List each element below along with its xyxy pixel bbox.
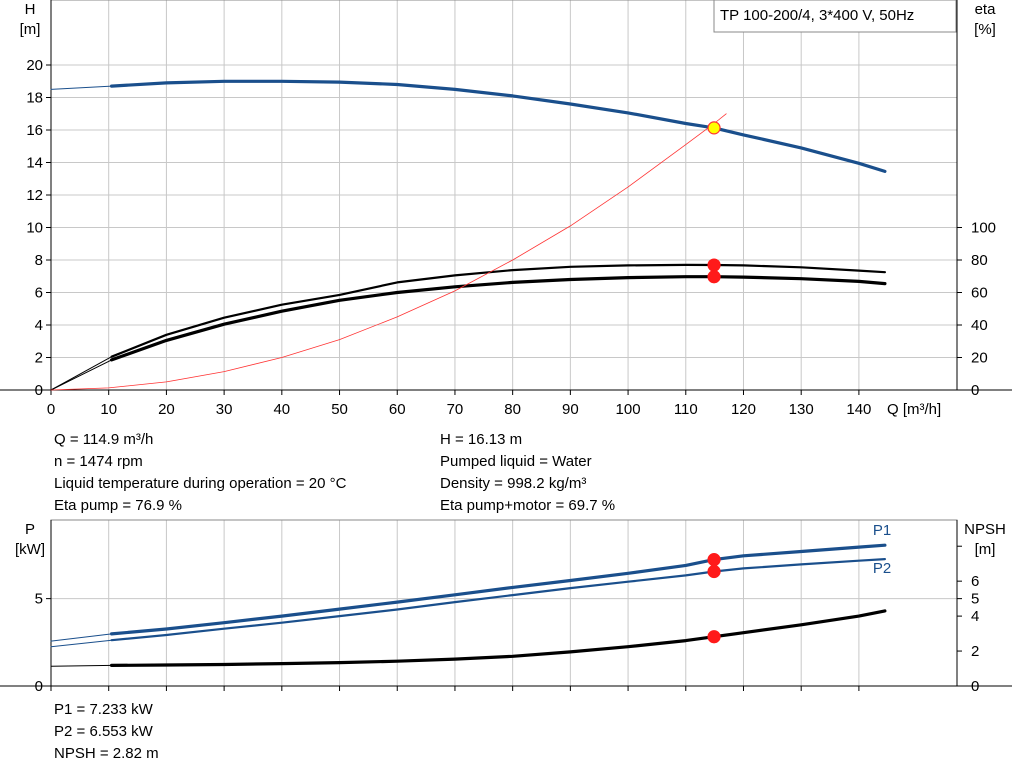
left-tick-label: 20 [26, 57, 43, 74]
left-tick-label: 12 [26, 187, 43, 204]
x-tick-label: 110 [674, 401, 698, 418]
right-axis-label: eta [975, 1, 997, 18]
right-tick-label: 4 [971, 608, 979, 625]
right-axis-label: [m] [975, 541, 996, 558]
left-tick-label: 2 [35, 350, 43, 367]
pumped-liquid-value: Pumped liquid = Water [440, 453, 592, 470]
series-label-p2: P2 [873, 560, 891, 577]
left-axis-label: [kW] [15, 541, 45, 558]
left-tick-label: 16 [26, 122, 43, 139]
head-value: H = 16.13 m [440, 431, 523, 448]
duty-point-marker [707, 270, 721, 284]
x-tick-label: 40 [273, 401, 290, 418]
x-tick-label: 30 [216, 401, 233, 418]
series-line [50, 85, 113, 90]
series-line [50, 664, 113, 667]
series-line [50, 113, 727, 391]
flow-value: Q = 114.9 m³/h [54, 431, 154, 448]
right-tick-label: 40 [971, 317, 988, 334]
series-line [50, 639, 113, 648]
npsh-value: NPSH = 2.82 m [54, 745, 159, 762]
x-tick-label: 80 [504, 401, 521, 418]
left-tick-label: 4 [35, 317, 43, 334]
head-eta-chart: 0 10 20 30 40 50 60 70 80 90 100 110 120 130 140024681… [0, 0, 1012, 418]
series-p1-line [109, 543, 887, 636]
series-line [109, 79, 887, 173]
left-tick-label: 5 [35, 591, 43, 608]
eta-pump-value: Eta pump = 76.9 % [54, 497, 182, 514]
x-tick-label: 20 [158, 401, 175, 418]
x-tick-label: 0 [47, 401, 55, 418]
x-tick-label: 130 [789, 401, 814, 418]
x-tick-label: 90 [562, 401, 579, 418]
x-tick-label: 70 [447, 401, 464, 418]
x-tick-label: 140 [846, 401, 871, 418]
left-tick-label: 14 [26, 155, 43, 172]
p1-value: P1 = 7.233 kW [54, 701, 153, 718]
duty-point-marker [707, 121, 721, 135]
x-tick-label: 50 [331, 401, 348, 418]
left-axis-label: P [25, 521, 35, 538]
right-tick-label: 60 [971, 285, 988, 302]
density-value: Density = 998.2 kg/m³ [440, 475, 587, 492]
series-line [110, 263, 887, 358]
operating-point-info-left: Q = 114.9 m³/h n = 1474 rpm Liquid tempe… [54, 429, 346, 517]
left-tick-label: 6 [35, 285, 43, 302]
left-axis-label: H [25, 1, 36, 18]
right-tick-label: 5 [971, 591, 979, 608]
series-p2-line [110, 557, 887, 642]
right-tick-label: 20 [971, 350, 988, 367]
right-tick-label: 2 [971, 643, 979, 660]
right-axis-label: [%] [974, 21, 996, 38]
chart-title-box: TP 100-200/4, 3*400 V, 50Hz [713, 0, 957, 33]
right-tick-label: 100 [971, 220, 996, 237]
p2-value: P2 = 6.553 kW [54, 723, 153, 740]
x-tick-label: 10 [100, 401, 117, 418]
right-axis-label: NPSH [964, 521, 1006, 538]
duty-point-marker [707, 564, 721, 579]
speed-value: n = 1474 rpm [54, 453, 143, 470]
series-line [109, 275, 887, 362]
series-line [109, 609, 887, 668]
x-tick-label: 60 [389, 401, 406, 418]
left-tick-label: 18 [26, 90, 43, 107]
left-tick-label: 8 [35, 252, 43, 269]
left-tick-label: 10 [26, 220, 43, 237]
x-tick-label: 100 [616, 401, 641, 418]
series-line [50, 359, 113, 391]
x-axis-label: Q [m³/h] [887, 401, 941, 418]
title-box-frame [713, 0, 957, 33]
duty-point-marker [707, 553, 721, 567]
liquid-temperature-value: Liquid temperature during operation = 20… [54, 475, 347, 492]
eta-pump-motor-value: Eta pump+motor = 69.7 % [440, 497, 616, 514]
power-point-info: P1 = 7.233 kW P2 = 6.553 kW NPSH = 2.82 … [54, 699, 159, 765]
chart-title: TP 100-200/4, 3*400 V, 50Hz [720, 7, 914, 24]
operating-point-info-right: H = 16.13 m Pumped liquid = Water Densit… [440, 429, 615, 517]
left-axis-label: [m] [20, 21, 41, 38]
duty-point-marker [707, 258, 721, 272]
plot-frame [50, 519, 958, 687]
series-line [50, 633, 113, 642]
duty-point-marker [707, 630, 721, 644]
right-tick-label: 6 [971, 573, 979, 590]
x-tick-label: 120 [731, 401, 756, 418]
series-label-p1: P1 [873, 522, 891, 539]
right-tick-label: 80 [971, 252, 988, 269]
